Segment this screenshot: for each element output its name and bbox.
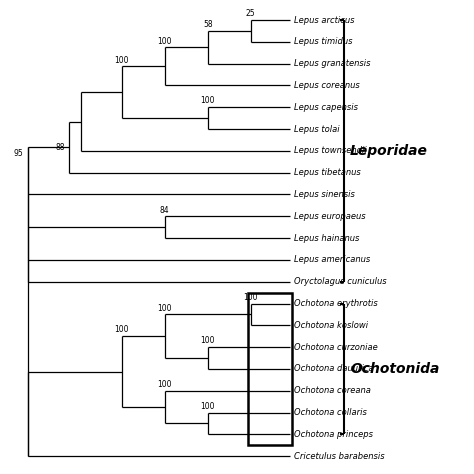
Text: 100: 100 bbox=[115, 326, 129, 335]
Text: 100: 100 bbox=[115, 55, 129, 64]
Text: Lepus sinensis: Lepus sinensis bbox=[294, 190, 355, 199]
Text: Oryctolagus cuniculus: Oryctolagus cuniculus bbox=[294, 277, 387, 286]
Bar bbox=[247, 293, 292, 445]
Text: Ochotona curzoniae: Ochotona curzoniae bbox=[294, 343, 378, 352]
Text: Lepus granatensis: Lepus granatensis bbox=[294, 59, 371, 68]
Text: Lepus tibetanus: Lepus tibetanus bbox=[294, 168, 361, 177]
Text: Ochotona princeps: Ochotona princeps bbox=[294, 430, 374, 439]
Text: 100: 100 bbox=[157, 304, 172, 313]
Text: Cricetulus barabensis: Cricetulus barabensis bbox=[294, 452, 385, 461]
Text: Ochotona koslowi: Ochotona koslowi bbox=[294, 321, 368, 330]
Text: Ochotona collaris: Ochotona collaris bbox=[294, 408, 367, 417]
Text: 88: 88 bbox=[56, 143, 65, 152]
Text: Leporidae: Leporidae bbox=[350, 144, 428, 158]
Text: Lepus americanus: Lepus americanus bbox=[294, 255, 371, 264]
Text: Lepus arcticus: Lepus arcticus bbox=[294, 16, 355, 25]
Text: Ochotona dauurica: Ochotona dauurica bbox=[294, 365, 374, 374]
Text: 100: 100 bbox=[244, 293, 258, 302]
Text: Ochotona coreana: Ochotona coreana bbox=[294, 386, 371, 395]
Text: 100: 100 bbox=[201, 337, 215, 346]
Text: 100: 100 bbox=[157, 36, 172, 46]
Text: Lepus hainanus: Lepus hainanus bbox=[294, 234, 360, 243]
Text: 95: 95 bbox=[14, 149, 24, 158]
Text: 84: 84 bbox=[160, 206, 170, 215]
Text: Ochotonida: Ochotonida bbox=[350, 362, 439, 376]
Text: Lepus townsendii: Lepus townsendii bbox=[294, 146, 367, 155]
Text: 58: 58 bbox=[203, 20, 212, 29]
Text: 100: 100 bbox=[157, 380, 172, 389]
Text: Lepus coreanus: Lepus coreanus bbox=[294, 81, 360, 90]
Text: Lepus timidus: Lepus timidus bbox=[294, 37, 353, 46]
Text: 100: 100 bbox=[201, 402, 215, 411]
Text: 100: 100 bbox=[201, 97, 215, 106]
Text: 25: 25 bbox=[246, 9, 255, 18]
Text: Lepus tolai: Lepus tolai bbox=[294, 125, 340, 134]
Text: Lepus capensis: Lepus capensis bbox=[294, 103, 358, 112]
Text: Lepus europaeus: Lepus europaeus bbox=[294, 212, 366, 221]
Text: Ochotona erythrotis: Ochotona erythrotis bbox=[294, 299, 378, 308]
